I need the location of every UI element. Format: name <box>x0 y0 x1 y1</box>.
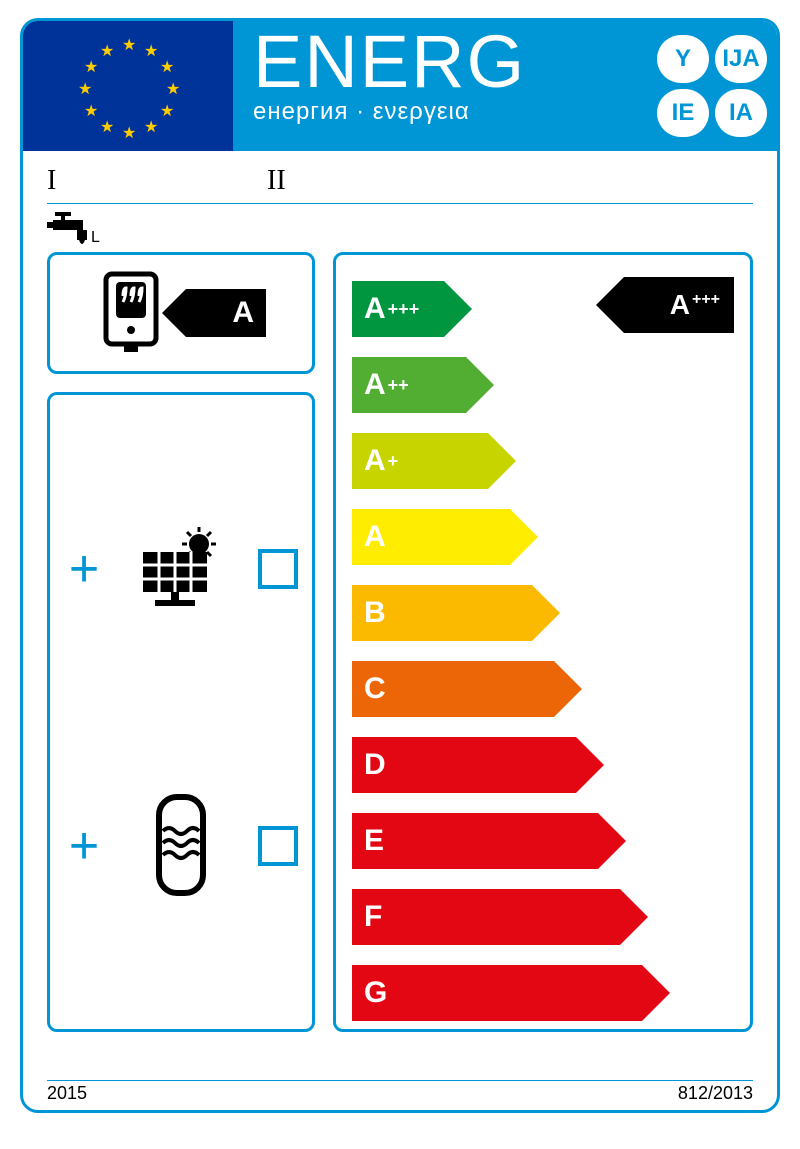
eu-star: ★ <box>122 123 136 143</box>
eu-star: ★ <box>160 57 174 77</box>
footer-year: 2015 <box>47 1083 87 1104</box>
header: ★ ★ ★ ★ ★ ★ ★ ★ ★ ★ ★ ★ ENERG енергия · … <box>23 21 777 151</box>
eu-star: ★ <box>122 35 136 55</box>
tap-icon: L <box>47 212 107 252</box>
suffix-badge: IA <box>715 89 767 137</box>
eu-star: ★ <box>100 117 114 137</box>
tank-icon <box>131 791 231 901</box>
solar-checkbox[interactable] <box>258 549 298 589</box>
eu-star: ★ <box>84 57 98 77</box>
scale-bar: A++ <box>352 357 466 413</box>
footer-regulation: 812/2013 <box>678 1083 753 1104</box>
scale-row: F <box>352 885 734 949</box>
eu-star: ★ <box>144 41 158 61</box>
tank-checkbox[interactable] <box>258 826 298 866</box>
scale-bar: A+ <box>352 433 488 489</box>
scale-row: A <box>352 505 734 569</box>
section-ii-label: II <box>267 165 286 197</box>
svg-text:L: L <box>91 229 100 246</box>
scale-bar: F <box>352 889 620 945</box>
section-i-label: I <box>47 165 267 197</box>
scale-row: C <box>352 657 734 721</box>
boiler-rating: A <box>232 296 254 330</box>
eu-star: ★ <box>100 41 114 61</box>
scale-bar: A+++ <box>352 281 444 337</box>
eu-star: ★ <box>166 79 180 99</box>
eu-star: ★ <box>84 101 98 121</box>
scale-bar: D <box>352 737 576 793</box>
scale-row: A++ <box>352 353 734 417</box>
eu-star: ★ <box>78 79 92 99</box>
scale-row: E <box>352 809 734 873</box>
suffix-badge: IE <box>657 89 709 137</box>
tap-row: L <box>23 204 777 252</box>
eu-flag: ★ ★ ★ ★ ★ ★ ★ ★ ★ ★ ★ ★ <box>23 21 233 151</box>
plus-icon: + <box>64 539 104 599</box>
scale-bar: A <box>352 509 510 565</box>
result-rating: A+++ <box>670 289 720 321</box>
components-panel: + <box>47 392 315 1032</box>
tank-row: + <box>64 791 298 901</box>
boiler-panel: A <box>47 252 315 374</box>
scale-row: A+ <box>352 429 734 493</box>
solar-icon <box>131 524 231 614</box>
suffix-badge: Y <box>657 35 709 83</box>
energy-label: ★ ★ ★ ★ ★ ★ ★ ★ ★ ★ ★ ★ ENERG енергия · … <box>20 18 780 1113</box>
scale-bar: G <box>352 965 642 1021</box>
boiler-rating-arrow: A <box>186 289 266 337</box>
scale-row: G <box>352 961 734 1025</box>
suffix-badges: Y IJA IE IA <box>657 35 767 137</box>
scale-row: B <box>352 581 734 645</box>
boiler-icon <box>96 268 166 358</box>
energ-title: ENERG <box>253 29 649 96</box>
eu-star: ★ <box>160 101 174 121</box>
scale-bar: B <box>352 585 532 641</box>
rating-indicator: A+++ <box>624 277 734 333</box>
scale-bar: C <box>352 661 554 717</box>
plus-icon: + <box>64 816 104 876</box>
suffix-badge: IJA <box>715 35 767 83</box>
scale-panel: A+++ A++ A+ ABCDEFG A+++ <box>333 252 753 1032</box>
energ-subtitle: енергия · ενεργεια <box>253 98 649 126</box>
footer: 2015 812/2013 <box>47 1080 753 1104</box>
result-arrow: A+++ <box>624 277 734 333</box>
eu-star: ★ <box>144 117 158 137</box>
energ-block: ENERG енергия · ενεργεια Y IJA IE IA <box>233 21 777 151</box>
solar-row: + <box>64 524 298 614</box>
scale-bar: E <box>352 813 598 869</box>
scale-row: D <box>352 733 734 797</box>
section-labels: I II <box>23 151 777 203</box>
